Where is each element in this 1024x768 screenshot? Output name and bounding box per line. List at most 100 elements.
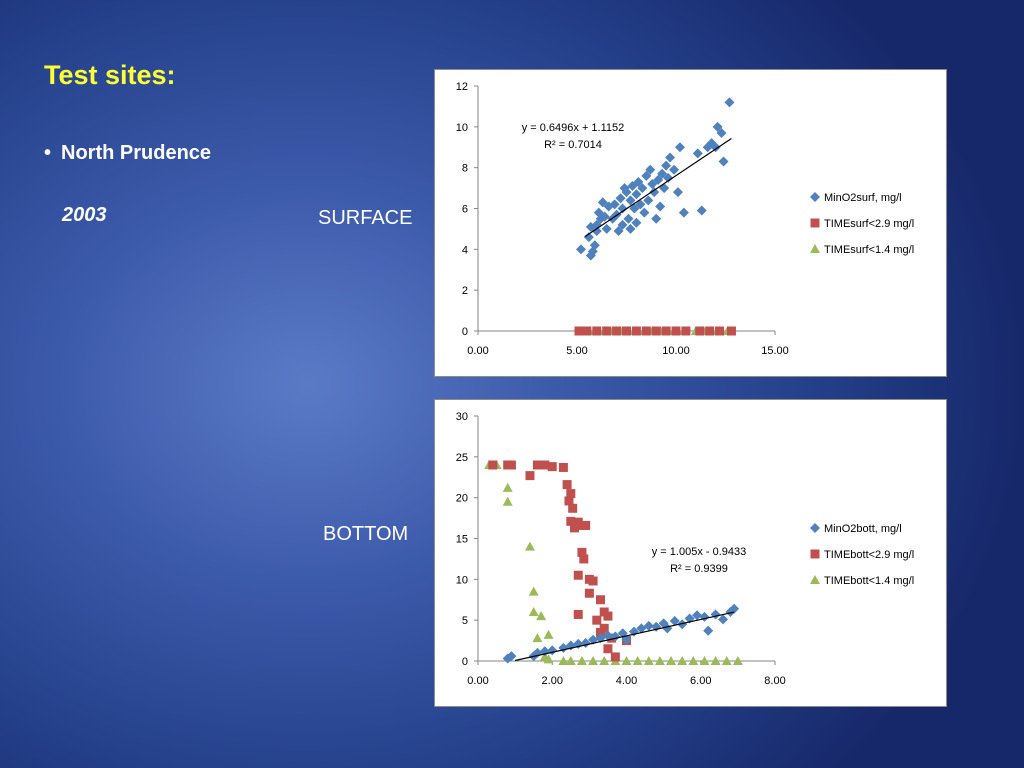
bottom-point-square: [488, 460, 498, 470]
bottom-point-diamond: [610, 631, 621, 642]
bottom-point-diamond: [651, 621, 662, 632]
bottom-point-triangle: [565, 656, 576, 665]
bottom-point-square: [573, 570, 583, 580]
surface-point-diamond: [651, 213, 662, 224]
surface-point-square: [651, 326, 661, 336]
bottom-point-square: [584, 588, 594, 598]
bottom-point-diamond: [710, 609, 721, 620]
surface-point-diamond: [655, 201, 666, 212]
bottom-point-diamond: [588, 634, 599, 645]
surface-point-square: [661, 326, 671, 336]
surface-legend-marker-square: [810, 218, 820, 228]
bottom-series-diamond: [502, 603, 740, 664]
bottom-chart-svg: 0 5 10 15 20 25 30 0.00 2.00 4.00 6.00 8.00 y = 1.00…: [456, 411, 914, 687]
surface-point-diamond: [631, 217, 642, 228]
bottom-x-tick-label: 2.00: [542, 675, 563, 687]
bottom-point-triangle: [699, 656, 710, 665]
surface-point-diamond: [663, 172, 674, 183]
bottom-point-square: [558, 462, 568, 472]
bottom-legend-label: MinO2bott, mg/l: [824, 523, 902, 535]
surface-y-tick-label: 12: [456, 81, 468, 93]
bottom-legend-marker-triangle: [810, 575, 820, 584]
bottom-point-square: [532, 460, 542, 470]
bottom-point-square: [540, 460, 550, 470]
bottom-point-square: [603, 644, 613, 654]
surface-point-diamond: [716, 127, 727, 138]
bottom-point-diamond: [547, 645, 558, 656]
bottom-point-diamond: [539, 646, 550, 657]
bottom-y-tick-label: 25: [456, 452, 468, 464]
bottom-point-diamond: [729, 603, 740, 614]
bottom-point-triangle: [528, 586, 539, 596]
surface-y-tick-label: 4: [462, 244, 468, 256]
bottom-point-triangle: [536, 611, 547, 621]
slide-title: Test sites:: [44, 60, 176, 90]
bullet-text: North Prudence: [61, 142, 212, 164]
surface-point-diamond: [597, 197, 608, 208]
bottom-point-square: [566, 489, 576, 499]
bottom-point-triangle: [502, 496, 513, 506]
bottom-point-triangle: [721, 656, 732, 665]
surface-point-diamond: [710, 142, 721, 153]
bottom-point-triangle: [666, 656, 677, 665]
bottom-point-triangle: [688, 656, 699, 665]
surface-y-tick-label: 0: [462, 326, 468, 338]
surface-point-square: [622, 326, 631, 336]
surface-point-diamond: [657, 168, 668, 179]
bottom-point-square: [596, 595, 606, 605]
surface-point-diamond: [653, 174, 664, 185]
surface-point-diamond: [637, 183, 648, 194]
bottom-point-square: [562, 480, 572, 490]
surface-chart: 0 2 4 6 8 10 12 0.00 5.00 10.00 15.00 y = 0.6496x +…: [434, 69, 947, 377]
bottom-point-square: [581, 520, 591, 530]
bottom-point-diamond: [658, 618, 669, 629]
surface-point-diamond: [617, 219, 628, 230]
bottom-point-square: [596, 627, 606, 637]
surface-point-square: [602, 326, 612, 336]
bottom-trendline-r2: R² = 0.9399: [670, 563, 728, 575]
surface-point-diamond: [615, 193, 626, 204]
bottom-y-tick-label: 30: [456, 411, 468, 423]
surface-point-square: [574, 326, 584, 336]
surface-point-diamond: [692, 148, 703, 159]
bullet-item: • North Prudence: [44, 142, 211, 165]
bottom-point-diamond: [662, 623, 673, 634]
bottom-legend-marker-square: [810, 549, 820, 559]
surface-y-tick-label: 8: [462, 163, 468, 175]
bottom-point-square: [610, 652, 620, 662]
surface-x-tick-label: 10.00: [662, 345, 690, 357]
surface-point-diamond: [633, 176, 644, 187]
bottom-x-tick-label: 4.00: [616, 675, 637, 687]
surface-series-diamond: [575, 97, 735, 261]
surface-legend-marker-diamond: [810, 192, 820, 202]
bottom-point-triangle: [632, 656, 643, 665]
bottom-point-square: [573, 609, 583, 619]
surface-point-diamond: [625, 223, 636, 234]
surface-point-square: [695, 326, 705, 336]
surface-point-diamond: [643, 195, 654, 206]
bottom-point-triangle: [543, 629, 554, 639]
surface-point-diamond: [649, 187, 660, 198]
bottom-point-square: [566, 516, 576, 526]
surface-x-tick-label: 15.00: [761, 345, 789, 357]
surface-point-diamond: [678, 207, 689, 218]
bottom-point-triangle: [621, 656, 632, 665]
bottom-point-square: [570, 523, 580, 533]
bottom-point-square: [607, 633, 617, 643]
bottom-point-square: [588, 576, 598, 586]
surface-point-diamond: [674, 142, 685, 153]
surface-point-diamond: [589, 240, 600, 251]
surface-point-diamond: [718, 156, 729, 167]
surface-x-tick-label: 0.00: [467, 345, 488, 357]
bottom-point-square: [506, 460, 516, 470]
bottom-point-square: [577, 547, 587, 557]
bottom-point-triangle: [532, 633, 543, 643]
bottom-point-triangle: [588, 656, 599, 665]
surface-point-diamond: [591, 225, 602, 236]
bottom-series-square: [488, 460, 631, 662]
bullet-dot: •: [44, 142, 52, 164]
surface-point-square: [705, 326, 715, 336]
surface-point-diamond: [601, 223, 612, 234]
surface-point-diamond: [575, 244, 586, 255]
bottom-y-tick-label: 5: [462, 615, 468, 627]
